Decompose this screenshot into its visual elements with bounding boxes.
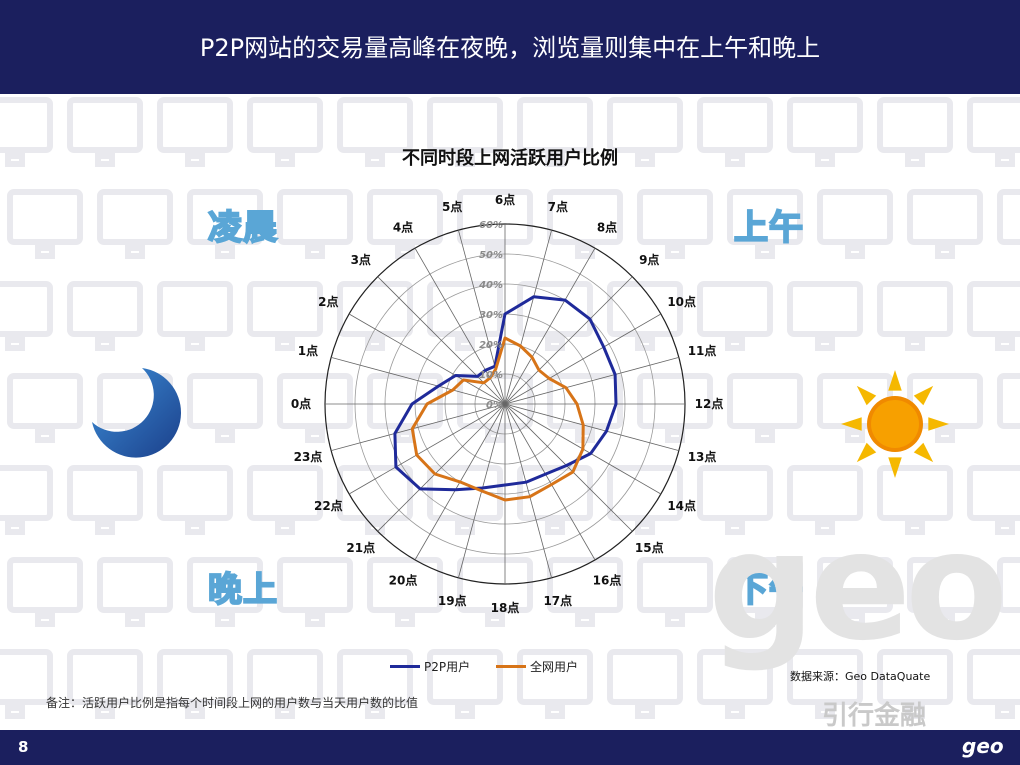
header-bar: P2P网站的交易量高峰在夜晚，浏览量则集中在上午和晚上: [0, 0, 1020, 94]
category-label: 22点: [314, 498, 343, 513]
radar-spoke: [504, 357, 679, 405]
legend-label-p2p: P2P用户: [424, 659, 471, 674]
category-label: 11点: [688, 343, 717, 358]
radial-tick-label: 50%: [479, 250, 503, 261]
footer-logo: geo: [962, 734, 1004, 758]
legend-item-all: 全网用户: [496, 656, 578, 676]
background-device-pattern: [0, 97, 1020, 719]
period-label-afternoon: 下午: [733, 569, 804, 611]
legend-swatch-p2p: [390, 664, 420, 668]
category-label: 20点: [389, 573, 418, 588]
legend-label-all: 全网用户: [530, 659, 579, 674]
category-label: 23点: [294, 449, 323, 464]
legend-item-p2p: P2P用户: [390, 656, 470, 676]
radial-tick-label: 60%: [479, 220, 503, 231]
series-line-all: [410, 336, 585, 502]
category-label: 14点: [667, 498, 696, 513]
radial-tick-label: 20%: [479, 340, 503, 351]
wechat-watermark: 引行金融: [822, 701, 927, 731]
category-label: 12点: [695, 396, 724, 411]
data-source: 数据来源：Geo DataQuate: [790, 670, 931, 683]
category-label: 10点: [667, 294, 696, 309]
radar-spoke: [504, 230, 552, 405]
page-number: 8: [18, 738, 29, 756]
period-label-night: 晚上: [207, 569, 278, 611]
period-label-morning: 上午: [733, 207, 804, 249]
radar-spoke: [348, 313, 506, 405]
category-label: 13点: [688, 449, 717, 464]
period-label-early-morning: 凌晨: [207, 207, 278, 249]
radar-spoke: [331, 403, 506, 451]
geo-logo-watermark: geo: [708, 500, 1008, 674]
category-label: 9点: [639, 252, 659, 267]
category-label: 18点: [491, 600, 520, 615]
category-label: 2点: [318, 294, 338, 309]
footer-bar: 8 geo: [0, 730, 1020, 765]
category-label: 21点: [346, 540, 375, 555]
radar-spoke: [348, 403, 506, 495]
footnote: 备注：活跃用户比例是指每个时间段上网的用户数与当天用户数的比值: [46, 696, 419, 710]
chart-title: 不同时段上网活跃用户比例: [402, 148, 618, 169]
radial-tick-label: 40%: [478, 280, 503, 291]
category-label: 1点: [298, 343, 318, 358]
category-label: 19点: [438, 593, 467, 608]
category-label: 17点: [543, 593, 572, 608]
radar-chart: 0% 10% 20% 30% 40% 50% 60% 6点 7点 8点 9点 10点 11点 12点 13点…: [291, 192, 724, 615]
category-label: 3点: [351, 252, 371, 267]
radial-tick-label: 0%: [486, 400, 503, 411]
radar-spoke: [504, 276, 633, 405]
category-label: 6点: [495, 192, 515, 207]
category-label: 8点: [597, 219, 617, 234]
radar-spoke: [504, 247, 596, 405]
radar-spoke: [504, 313, 662, 405]
sun-icon: [841, 370, 949, 478]
category-label: 0点: [291, 396, 311, 411]
category-label: 7点: [548, 199, 568, 214]
radial-tick-label: 30%: [479, 310, 503, 321]
radar-spoke: [377, 403, 506, 532]
radar-spoke: [458, 230, 506, 405]
radar-spoke: [331, 357, 506, 405]
radar-spoke: [504, 403, 596, 561]
radar-spoke: [504, 403, 633, 532]
radial-tick-label: 10%: [479, 370, 503, 381]
series-line-p2p: [393, 295, 618, 492]
category-label: 4点: [393, 219, 413, 234]
category-label: 16点: [593, 573, 622, 588]
moon-icon: [92, 368, 182, 458]
chart-legend: P2P用户 全网用户: [390, 656, 630, 676]
radar-spoke: [504, 403, 679, 451]
radar-spoke: [504, 403, 552, 578]
category-label: 15点: [635, 540, 664, 555]
category-label: 5点: [442, 199, 462, 214]
page-title: P2P网站的交易量高峰在夜晚，浏览量则集中在上午和晚上: [199, 34, 821, 62]
legend-swatch-all: [496, 664, 526, 668]
